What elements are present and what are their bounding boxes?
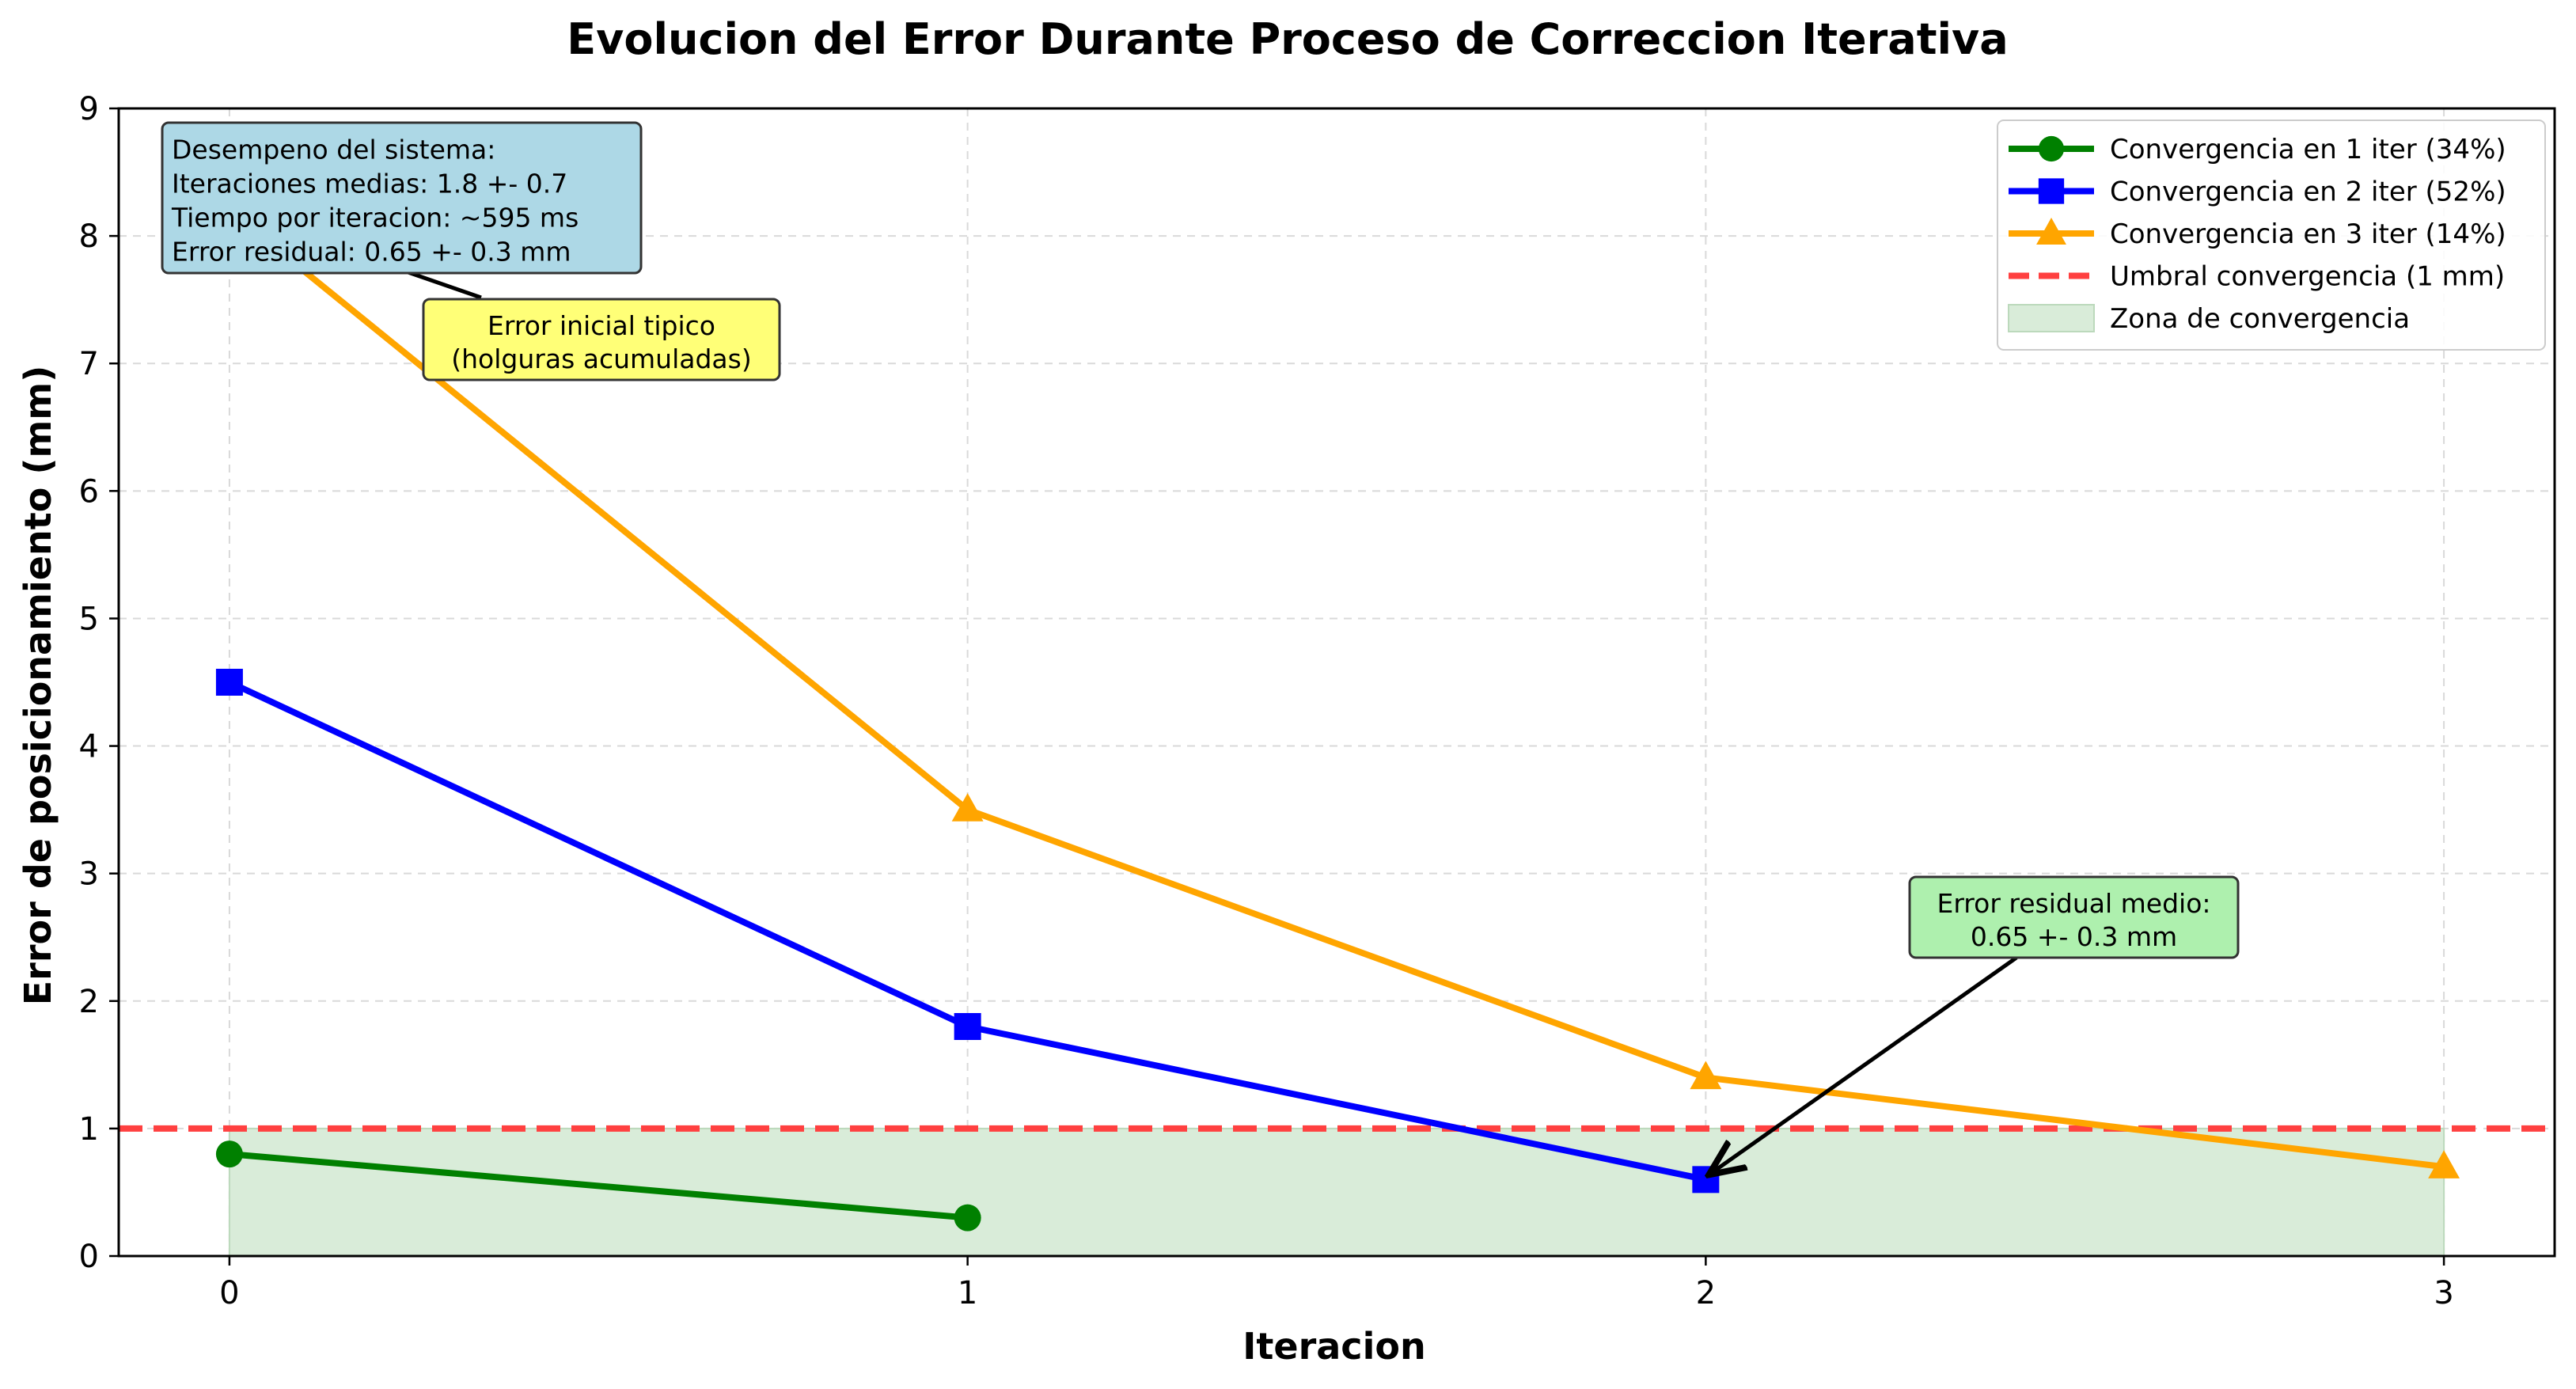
y-tick-label: 9 (79, 91, 99, 127)
legend-item-2: Convergencia en 2 iter (52%) (2009, 176, 2506, 208)
data-point (1690, 1061, 1722, 1090)
y-tick-label: 7 (79, 346, 99, 382)
y-tick-label: 1 (79, 1111, 99, 1148)
series-1 (215, 1140, 981, 1232)
x-tick-label: 2 (1696, 1275, 1716, 1311)
legend-item-4: Umbral convergencia (1 mm) (2009, 261, 2505, 293)
legend-item-3: Convergencia en 3 iter (14%) (2009, 218, 2506, 250)
axes: 0 1 2 3 0 1 2 3 4 5 6 7 8 9 (79, 91, 2556, 1311)
residual-annotation: Error residual medio:0.65 +- 0.3 mm (1908, 875, 2240, 959)
data-point (951, 793, 984, 822)
legend-item-5: Zona de convergencia (2008, 303, 2410, 335)
legend-label: Convergencia en 1 iter (34%) (2110, 134, 2506, 165)
x-axis-label: Iteracion (1242, 1325, 1425, 1368)
data-point (2038, 135, 2065, 162)
data-point (954, 1013, 981, 1040)
y-tick-label: 6 (79, 473, 99, 510)
y-tick-label: 4 (79, 729, 99, 765)
initial-error-annotation-text: Error inicial tipico (488, 310, 715, 341)
legend-swatch (2008, 304, 2095, 332)
data-point (2038, 178, 2065, 204)
data-point (2428, 1150, 2460, 1178)
initial-error-annotation: Error inicial tipico(holguras acumuladas… (422, 298, 781, 381)
convergence-zone (228, 1127, 2445, 1258)
legend-label: Umbral convergencia (1 mm) (2110, 261, 2505, 293)
convergence-zone-layer (228, 1127, 2445, 1258)
y-tick-label: 8 (79, 218, 99, 255)
initial-error-annotation-box (422, 298, 781, 381)
x-tick-label: 0 (219, 1275, 239, 1311)
y-tick-label: 5 (79, 601, 99, 637)
series-line (229, 1151, 968, 1221)
legend-label: Zona de convergencia (2110, 303, 2410, 335)
data-point (215, 669, 243, 696)
y-tick-label: 3 (79, 856, 99, 893)
residual-annotation-box (1908, 875, 2240, 959)
stats-annotation-text: Desempeno del sistema: (172, 135, 495, 165)
legend-label: Convergencia en 2 iter (52%) (2110, 176, 2506, 208)
y-axis-label: Error de posicionamiento (mm) (17, 366, 59, 1006)
stats-annotation: Desempeno del sistema: Iteraciones medias… (161, 121, 643, 275)
y-tick-label: 0 (79, 1239, 99, 1275)
data-point (954, 1204, 981, 1232)
legend: Convergencia en 1 iter (34%) Convergencia… (1997, 120, 2546, 351)
residual-arrow (1709, 955, 2018, 1175)
series-line (227, 207, 2445, 1171)
stats-annotation-text: Error residual: 0.65 +- 0.3 mm (172, 237, 571, 268)
series-2 (215, 669, 1720, 1194)
residual-annotation-text: Error residual medio: (1937, 888, 2210, 919)
data-point (2036, 218, 2066, 245)
legend-label: Convergencia en 3 iter (14%) (2110, 218, 2506, 250)
x-tick-label: 3 (2434, 1275, 2453, 1311)
data-point (215, 1140, 243, 1168)
plot-frame (117, 107, 2556, 1258)
residual-annotation-text: 0.65 +- 0.3 mm (1971, 921, 2177, 952)
annotations: Error inicial tipico(holguras acumuladas… (161, 121, 2240, 1175)
stats-annotation-text: Tiempo por iteracion: ~595 ms (171, 203, 579, 233)
stats-annotation-box (161, 121, 643, 275)
y-tick-label: 2 (79, 984, 99, 1020)
initial-error-annotation-text: (holguras acumuladas) (451, 343, 751, 374)
x-tick-label: 1 (958, 1275, 977, 1311)
legend-item-1: Convergencia en 1 iter (34%) (2009, 134, 2506, 165)
legend-frame (1997, 120, 2546, 351)
chart-title: Evolucion del Error Durante Proceso de C… (567, 14, 2008, 64)
stats-annotation-text: Iteraciones medias: 1.8 +- 0.7 (172, 169, 567, 199)
